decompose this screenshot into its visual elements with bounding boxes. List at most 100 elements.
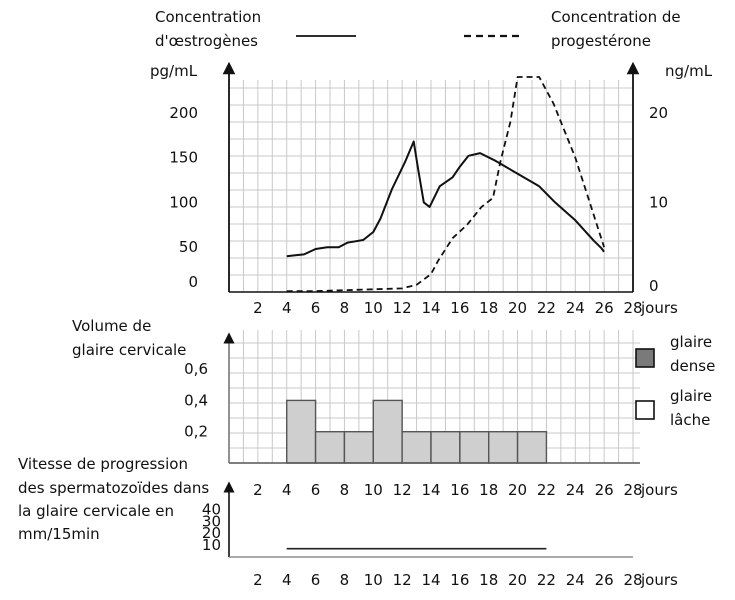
x-tick-label: 28: [623, 299, 642, 317]
mucus-x-axis-label: jours: [640, 481, 678, 499]
estrogen-y-tick-label: 0: [188, 273, 198, 291]
x-tick-label: 18: [479, 299, 498, 317]
mucus-bar: [488, 431, 519, 464]
hormone-chart: 2 4 6 8 10 12 14 16 18 20 22 24 26 280501001502000102…: [150, 8, 713, 317]
estrogen-y-tick-label: 150: [169, 149, 198, 167]
mucus-bars: [286, 399, 548, 464]
x-tick-label: 4: [282, 481, 292, 499]
x-tick-label: 10: [364, 299, 383, 317]
x-tick-label: 8: [340, 481, 350, 499]
x-tick-label: 6: [311, 299, 321, 317]
mucus-bar: [286, 399, 317, 464]
mucus-y-tick-label: 0,6: [184, 360, 208, 378]
speed-y-tick-label: 20: [202, 524, 221, 542]
estrogen-y-tick-label: 200: [169, 104, 198, 122]
progesterone-unit: ng/mL: [665, 62, 713, 80]
x-tick-label: 22: [537, 571, 556, 589]
mucus-bar: [459, 431, 490, 464]
progesterone-axis-label-1: Concentration de: [551, 8, 681, 26]
hormone-axes: [222, 61, 640, 293]
speed-axis-label-3: la glaire cervicale en: [18, 502, 174, 520]
x-tick-label: 8: [340, 571, 350, 589]
x-tick-label: 4: [282, 299, 292, 317]
x-tick-label: 14: [421, 571, 440, 589]
x-tick-label: 2: [253, 299, 263, 317]
speed-axes: [223, 481, 633, 558]
x-tick-label: 24: [566, 571, 585, 589]
x-tick-label: 6: [311, 481, 321, 499]
loose-legend-label-1: glaire: [670, 387, 712, 405]
x-tick-label: 28: [623, 571, 642, 589]
speed-y-tick-label: 30: [202, 512, 221, 530]
x-tick-label: 6: [311, 571, 321, 589]
speed-x-axis-label: jours: [640, 571, 678, 589]
x-tick-label: 20: [508, 481, 527, 499]
x-tick-label: 24: [566, 481, 585, 499]
x-tick-label: 16: [450, 299, 469, 317]
x-tick-label: 12: [393, 571, 412, 589]
x-tick-label: 24: [566, 299, 585, 317]
progesterone-curve: [286, 76, 605, 292]
speed-axis-label-1: Vitesse de progression: [18, 455, 188, 473]
mucus-tick-labels: 2 4 6 8 10 12 14 16 18 20 22 24 26 280,20,40,6: [184, 360, 642, 499]
mucus-chart: 2 4 6 8 10 12 14 16 18 20 22 24 26 280,20,40,6 Volume…: [72, 317, 715, 499]
x-tick-label: 18: [479, 481, 498, 499]
x-tick-label: 2: [253, 481, 263, 499]
x-tick-label: 22: [537, 481, 556, 499]
mucus-bar: [430, 431, 461, 464]
x-tick-label: 14: [421, 481, 440, 499]
x-tick-label: 26: [595, 571, 614, 589]
dense-legend-label-1: glaire: [670, 333, 712, 351]
x-tick-label: 10: [364, 481, 383, 499]
mucus-bar: [516, 431, 548, 464]
speed-y-tick-label: 10: [202, 536, 221, 554]
dense-legend-label-2: dense: [670, 357, 715, 375]
mucus-bar: [314, 431, 346, 464]
estrogen-unit: pg/mL: [150, 62, 198, 80]
progesterone-y-tick-label: 10: [649, 193, 668, 211]
mucus-axes: [223, 332, 640, 464]
x-tick-label: 12: [393, 481, 412, 499]
x-tick-label: 18: [479, 571, 498, 589]
mucus-bar: [343, 431, 374, 464]
x-tick-label: 8: [340, 299, 350, 317]
x-tick-label: 26: [595, 299, 614, 317]
estrogen-axis-label-1: Concentration: [155, 8, 261, 26]
estrogen-y-tick-label: 50: [179, 238, 198, 256]
mucus-y-tick-label: 0,2: [184, 423, 208, 441]
x-tick-label: 16: [450, 481, 469, 499]
x-tick-label: 16: [450, 571, 469, 589]
x-tick-label: 20: [508, 299, 527, 317]
mucus-y-tick-label: 0,4: [184, 391, 208, 409]
mucus-bar: [372, 399, 403, 464]
estrogen-y-tick-label: 100: [169, 193, 198, 211]
progesterone-axis-label-2: progestérone: [551, 32, 651, 50]
hormone-x-axis-label: jours: [640, 299, 678, 317]
x-tick-label: 10: [364, 571, 383, 589]
x-tick-label: 4: [282, 571, 292, 589]
speed-axis-label-4: mm/15min: [18, 525, 100, 543]
estrogen-axis-label-2: d'œstrogènes: [155, 32, 258, 50]
speed-axis-label-2: des spermatozoïdes dans: [18, 479, 209, 497]
hormone-series: [286, 76, 605, 292]
x-tick-label: 20: [508, 571, 527, 589]
x-tick-label: 2: [253, 571, 263, 589]
loose-mucus-swatch: [635, 400, 655, 420]
x-tick-label: 26: [595, 481, 614, 499]
hormone-tick-labels: 2 4 6 8 10 12 14 16 18 20 22 24 26 280501001502000102…: [169, 104, 668, 317]
mucus-bar: [401, 431, 432, 464]
estrogen-curve: [286, 140, 605, 258]
loose-legend-label-2: lâche: [670, 411, 710, 429]
x-tick-label: 22: [537, 299, 556, 317]
speed-y-tick-label: 40: [202, 500, 221, 518]
mucus-axis-label-1: Volume de: [72, 317, 151, 335]
dense-mucus-swatch: [635, 348, 655, 368]
progesterone-y-tick-label: 0: [649, 277, 659, 295]
hormone-grid: [229, 80, 633, 292]
progesterone-y-tick-label: 20: [649, 104, 668, 122]
x-tick-label: 14: [421, 299, 440, 317]
mucus-axis-label-2: glaire cervicale: [72, 341, 186, 359]
